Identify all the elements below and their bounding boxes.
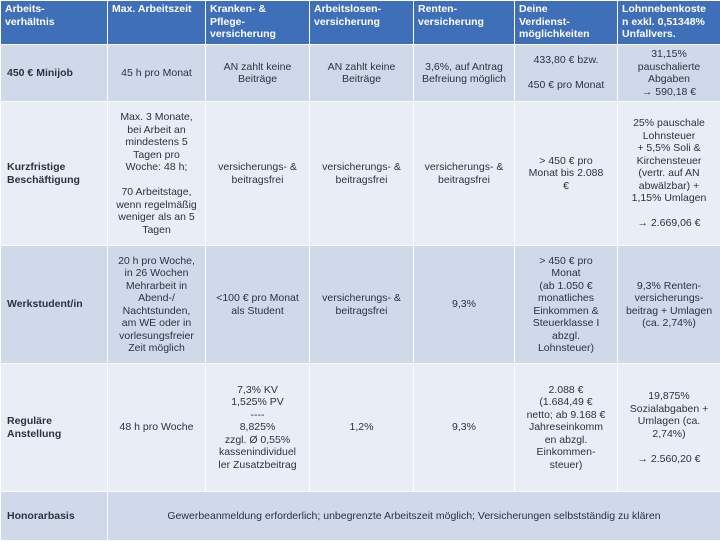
table-cell: 19,875%Sozialabgaben +Umlagen (ca.2,74%)… [618, 364, 720, 492]
table-cell: 1,2% [310, 364, 414, 492]
table-cell: 433,80 € bzw.450 € pro Monat [515, 45, 618, 102]
table-cell: 9,3% [414, 246, 515, 364]
table-cell: versicherungs- &beitragsfrei [206, 102, 310, 246]
row-label: Honorarbasis [1, 492, 108, 541]
table-cell: 2.088 €(1.684,49 €netto; ab 9.168 €Jahre… [515, 364, 618, 492]
table-cell: 9,3% Renten-versicherungs-beitrag + Umla… [618, 246, 720, 364]
row-label: 450 € Minijob [1, 45, 108, 102]
column-header: Arbeitslosen-versicherung [310, 1, 414, 45]
table-cell: 48 h pro Woche [108, 364, 206, 492]
column-header: Kranken- &Pflege-versicherung [206, 1, 310, 45]
column-header: Arbeits-verhältnis [1, 1, 108, 45]
table-cell: 45 h pro Monat [108, 45, 206, 102]
column-header: Max. Arbeitszeit [108, 1, 206, 45]
table-cell: versicherungs- &beitragsfrei [310, 246, 414, 364]
table-cell: versicherungs- &beitragsfrei [310, 102, 414, 246]
row-label: Werkstudent/in [1, 246, 108, 364]
column-header: Renten-versicherung [414, 1, 515, 45]
table-cell: 9,3% [414, 364, 515, 492]
honorar-note: Gewerbeanmeldung erforderlich; unbegrenz… [108, 492, 720, 541]
table-cell: versicherungs- &beitragsfrei [414, 102, 515, 246]
